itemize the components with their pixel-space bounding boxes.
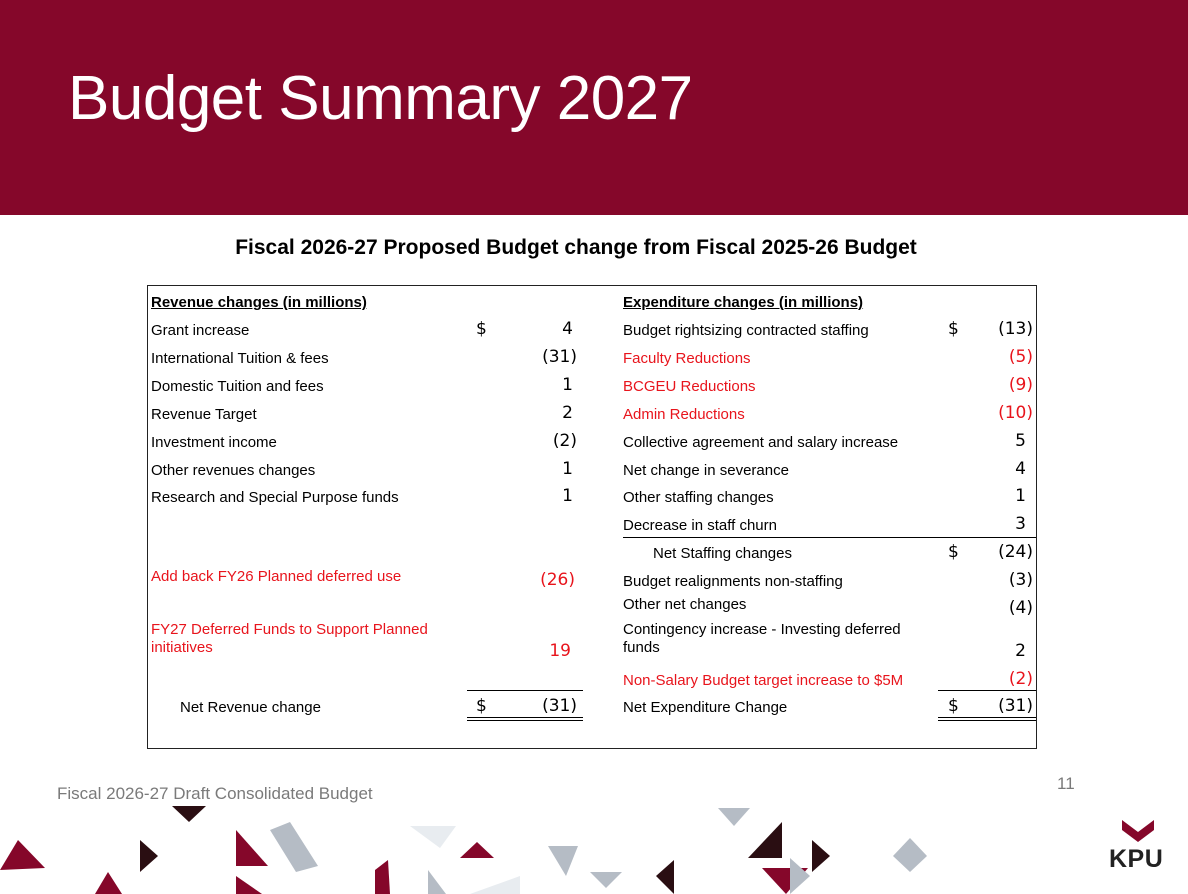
- expenditure-value-admin: (10): [998, 403, 1033, 423]
- expenditure-label-collective-agreement: Collective agreement and salary increase: [623, 434, 899, 451]
- revenue-total-value: (31): [542, 696, 577, 716]
- expenditure-value-non-salary-target: (2): [1008, 669, 1033, 689]
- expenditure-value-other-staffing: 1: [1015, 486, 1026, 506]
- decorative-triangles: [0, 806, 927, 894]
- revenue-label-international-tuition: International Tuition & fees: [151, 350, 329, 367]
- revenue-label-deferred-funds: FY27 Deferred Funds to Support Planned i…: [151, 621, 428, 656]
- revenue-label-investment-income: Investment income: [151, 434, 277, 451]
- budget-table: Revenue changes (in millions) Grant incr…: [147, 285, 1037, 749]
- expenditure-currency-rightsizing: $: [948, 319, 959, 339]
- revenue-label-research-funds: Research and Special Purpose funds: [151, 489, 399, 506]
- expenditure-label-bcgeu: BCGEU Reductions: [623, 378, 756, 395]
- expenditure-value-faculty: (5): [1008, 347, 1033, 367]
- revenue-total-double-rule: [467, 717, 583, 721]
- expenditure-value-rightsizing: (13): [998, 319, 1033, 339]
- revenue-label-other-revenues: Other revenues changes: [151, 462, 316, 479]
- slide-title: Budget Summary 2027: [68, 64, 693, 133]
- revenue-value-research-funds: 1: [562, 486, 573, 506]
- expenditure-value-staff-churn: 3: [1015, 514, 1026, 534]
- revenue-value-investment-income: (2): [552, 431, 577, 451]
- revenue-value-revenue-target: 2: [562, 403, 573, 423]
- revenue-label-domestic-tuition: Domestic Tuition and fees: [151, 378, 324, 395]
- staffing-subtotal-rule: [623, 537, 1036, 538]
- revenue-label-grant: Grant increase: [151, 322, 250, 339]
- expenditure-total-value: (31): [998, 696, 1033, 716]
- expenditure-value-other-net: (4): [1008, 598, 1033, 618]
- revenue-value-grant: 4: [562, 319, 573, 339]
- kpu-logo-text: KPU: [1109, 845, 1164, 873]
- revenue-header: Revenue changes (in millions): [151, 294, 367, 311]
- kpu-logo-icon: [1122, 820, 1154, 842]
- expenditure-label-realignments: Budget realignments non-staffing: [623, 573, 843, 590]
- revenue-total-rule: [467, 690, 583, 691]
- expenditure-value-net-staffing: (24): [998, 542, 1033, 562]
- revenue-currency-grant: $: [476, 319, 487, 339]
- expenditure-label-contingency: Contingency increase - Investing deferre…: [623, 621, 901, 656]
- revenue-label-deferred-use: Add back FY26 Planned deferred use: [151, 568, 402, 585]
- table-heading: Fiscal 2026-27 Proposed Budget change fr…: [235, 236, 917, 259]
- revenue-total-currency: $: [476, 696, 487, 716]
- expenditure-label-non-salary-target: Non-Salary Budget target increase to $5M: [623, 672, 904, 689]
- expenditure-value-contingency: 2: [1015, 641, 1026, 661]
- expenditure-total-label: Net Expenditure Change: [623, 699, 788, 716]
- expenditure-value-bcgeu: (9): [1008, 375, 1033, 395]
- expenditure-value-realignments: (3): [1008, 570, 1033, 590]
- revenue-value-international-tuition: (31): [542, 347, 577, 367]
- expenditure-label-staff-churn: Decrease in staff churn: [623, 517, 777, 534]
- expenditure-value-severance: 4: [1015, 459, 1026, 479]
- expenditure-total-rule: [938, 690, 1036, 691]
- expenditure-currency-net-staffing: $: [948, 542, 959, 562]
- footer-text: Fiscal 2026-27 Draft Consolidated Budget: [57, 784, 373, 803]
- expenditure-value-collective-agreement: 5: [1015, 431, 1026, 451]
- expenditure-label-admin: Admin Reductions: [623, 406, 745, 423]
- expenditure-total-currency: $: [948, 696, 959, 716]
- revenue-label-revenue-target: Revenue Target: [151, 406, 257, 423]
- expenditure-label-other-staffing: Other staffing changes: [623, 489, 774, 506]
- expenditure-label-other-net: Other net changes: [623, 596, 747, 613]
- title-banner: [0, 0, 1188, 215]
- expenditure-label-faculty: Faculty Reductions: [623, 350, 751, 367]
- revenue-value-deferred-use: (26): [540, 570, 575, 590]
- revenue-total-label: Net Revenue change: [180, 699, 321, 716]
- page-number: 11: [1057, 774, 1075, 793]
- revenue-value-deferred-funds: 19: [549, 641, 571, 661]
- revenue-value-other-revenues: 1: [562, 459, 573, 479]
- expenditure-total-double-rule: [938, 717, 1036, 721]
- expenditure-label-rightsizing: Budget rightsizing contracted staffing: [623, 322, 869, 339]
- expenditure-label-net-staffing: Net Staffing changes: [653, 545, 792, 562]
- expenditure-header: Expenditure changes (in millions): [623, 294, 864, 311]
- expenditure-label-severance: Net change in severance: [623, 462, 789, 479]
- revenue-value-domestic-tuition: 1: [562, 375, 573, 395]
